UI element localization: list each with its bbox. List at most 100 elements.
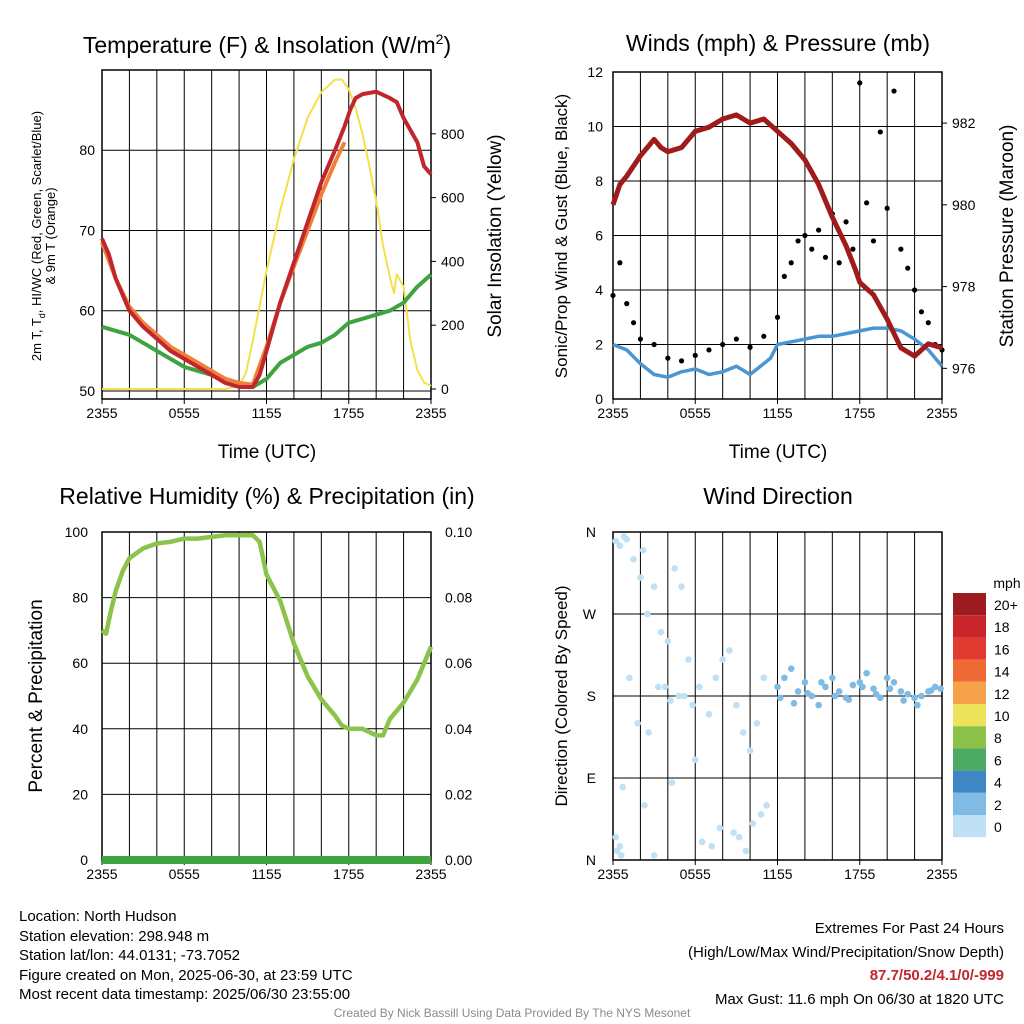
- winds-gust-point: [816, 227, 822, 233]
- wdir-point: [735, 833, 743, 841]
- wdir-point: [914, 701, 921, 709]
- temp-ylabel-line2: & 9m T (Orange): [43, 187, 58, 284]
- wdir-point: [623, 535, 631, 543]
- temp-xtick-label: 2355: [86, 405, 117, 421]
- wdir-legend-swatch: [953, 770, 986, 793]
- winds-ytick-label: 10: [587, 119, 603, 135]
- wdir-point: [911, 694, 918, 702]
- wdir-point: [774, 683, 781, 691]
- wdir-point: [863, 669, 870, 677]
- rh-y2tick-label: 0.10: [445, 524, 472, 540]
- winds-ytick-label: 0: [595, 391, 603, 407]
- winds-gust-point: [925, 320, 931, 326]
- wdir-point: [918, 692, 925, 700]
- rh-xtick-label: 0555: [169, 866, 200, 882]
- winds-xtick-label: 0555: [680, 405, 711, 421]
- temp-ytick-label: 80: [79, 142, 95, 158]
- wdir-point: [634, 720, 641, 727]
- winds-xtick-label: 2355: [926, 405, 957, 421]
- wdir-point: [685, 656, 692, 663]
- wdir-point: [904, 690, 912, 698]
- winds-y2tick-label: 978: [952, 279, 976, 295]
- wdir-point: [927, 687, 935, 694]
- temp-ytick-label: 50: [79, 383, 95, 399]
- winds-gust-point: [857, 80, 863, 86]
- winds-gust-point: [809, 246, 815, 252]
- wdir-ytick-label: E: [587, 770, 596, 786]
- wdir-point: [822, 683, 829, 691]
- rh-y2tick-label: 0.06: [445, 655, 472, 671]
- wdir-point: [667, 697, 674, 704]
- wdir-legend-title: mph: [993, 575, 1020, 591]
- winds-xtick-label: 1755: [844, 405, 875, 421]
- wdir-point: [630, 556, 637, 563]
- temp-series-solar-insolation: [102, 78, 432, 390]
- wdir-point: [689, 701, 696, 709]
- temp-y2tick-label: 200: [441, 317, 465, 333]
- wdir-point: [678, 583, 685, 590]
- winds-gust-point: [843, 219, 849, 225]
- winds-y2tick-label: 980: [952, 197, 976, 213]
- winds-gust-point: [774, 314, 781, 320]
- wdir-point: [897, 688, 905, 695]
- wdir-title: Wind Direction: [703, 483, 853, 509]
- winds-ytick-label: 12: [587, 64, 603, 80]
- wdir-legend-label: 18: [994, 619, 1010, 635]
- winds-gust-point: [788, 260, 794, 266]
- wdir-legend-label: 12: [994, 686, 1010, 702]
- wdir-point: [616, 542, 624, 549]
- temp-axes: 2355 0555 1155 1755 235550607080020040060080…: [79, 69, 465, 421]
- winds-gust-point: [802, 232, 808, 239]
- location-text: Location: North Hudson: [19, 908, 177, 925]
- rh-ytick-label: 60: [72, 655, 88, 671]
- wdir-point: [886, 685, 894, 693]
- winds-gust-point: [651, 341, 657, 348]
- wdir-point: [619, 783, 626, 791]
- elevation-text: Station elevation: 298.948 m: [19, 927, 210, 945]
- wdir-xtick-label: 2355: [597, 866, 628, 882]
- wdir-point: [730, 829, 737, 836]
- wdir-point: [654, 683, 662, 691]
- wdir-legend-swatch: [953, 681, 986, 704]
- temp-xlabel: Time (UTC): [218, 442, 317, 463]
- wdir-legend-swatch: [953, 659, 986, 682]
- wdir-point: [818, 679, 825, 686]
- winds-title: Winds (mph) & Pressure (mb): [626, 30, 930, 56]
- winds-gust-point: [911, 287, 918, 293]
- extremes-subtitle: (High/Low/Max Wind/Precipitation/Snow De…: [688, 943, 1004, 961]
- wdir-point: [794, 688, 802, 695]
- wdir-point: [937, 685, 944, 693]
- wdir-point: [829, 674, 836, 682]
- temp-title: Temperature (F) & Insolation (W/m2): [83, 31, 451, 58]
- wdir-point: [787, 665, 795, 672]
- wdir-point: [712, 674, 720, 682]
- wdir-point: [616, 843, 624, 850]
- winds-xtick-label: 1155: [762, 405, 792, 421]
- winds-gust-point: [706, 347, 712, 353]
- temp-xtick-label: 1155: [251, 405, 281, 421]
- winds-gust-point: [870, 238, 877, 244]
- wdir-point: [801, 679, 809, 686]
- rh-y2tick-label: 0.00: [445, 852, 472, 868]
- winds-gust-point: [781, 273, 787, 279]
- extremes-values: 87.7/50.2/4.1/0/-999: [869, 967, 1004, 984]
- wdir-legend-swatch: [953, 748, 986, 771]
- wdir-legend-label: 16: [994, 641, 1010, 657]
- temp-series-2m-td: [101, 273, 433, 389]
- winds-gust-point: [747, 344, 753, 350]
- recent-text: Most recent data timestamp: 2025/06/30 2…: [19, 986, 351, 1003]
- wdir-legend-swatch: [953, 704, 986, 727]
- credit-text: Created By Nick Bassill Using Data Provi…: [333, 1006, 691, 1020]
- temp-ytick-label: 60: [79, 303, 95, 319]
- winds-gust-point: [898, 246, 904, 252]
- winds-gust-point: [891, 88, 897, 94]
- wdir-legend-label: 8: [994, 730, 1002, 746]
- wind-speed-legend: 20+ 18 16 14 12 10 8 6 4 2 0: [953, 593, 1018, 838]
- winds-axes: 2355 0555 1155 1755 235502468101297697898098…: [587, 64, 975, 421]
- winds-xlabel: Time (UTC): [729, 442, 828, 463]
- wdir-legend-swatch: [953, 726, 986, 749]
- created-text: Figure created on Mon, 2025-06-30, at 23…: [19, 966, 353, 984]
- winds-gust-point: [624, 301, 630, 307]
- rh-xtick-label: 1755: [333, 866, 364, 882]
